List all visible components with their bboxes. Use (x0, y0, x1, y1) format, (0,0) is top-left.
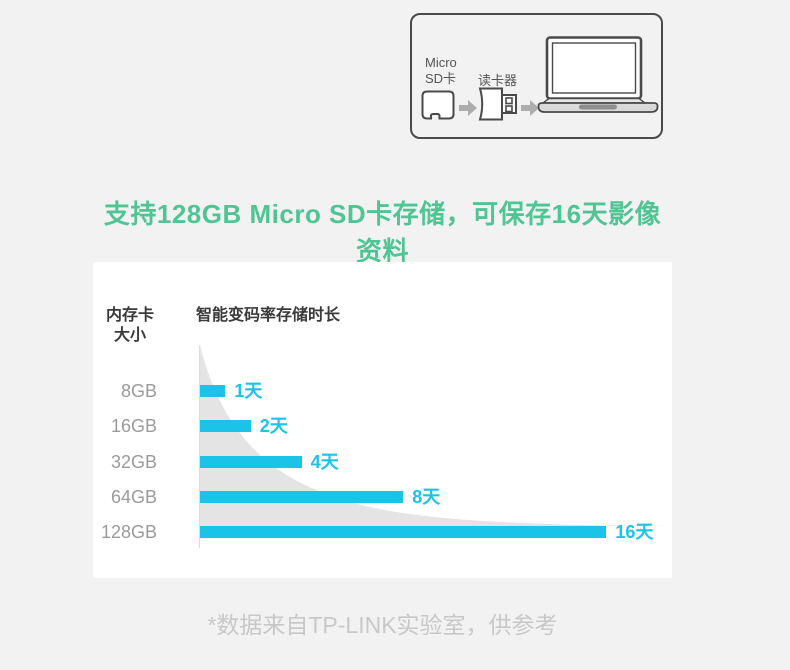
chart-row: 8GB 1天 (93, 381, 672, 401)
category-label: 32GB (110, 451, 157, 472)
footnote: *数据来自TP-LINK实验室，供参考 (207, 612, 558, 638)
value-label: 8天 (412, 486, 441, 507)
chart-row: 32GB 4天 (93, 451, 672, 472)
category-axis-title: 内存卡 大小 (105, 307, 154, 344)
card-reader-label: 读卡器 (478, 73, 518, 88)
laptop-icon (537, 36, 659, 113)
micro-sd-label: Micro SD卡 (425, 55, 457, 86)
arrow-right-icon (521, 100, 539, 116)
bar (200, 526, 607, 538)
chart-row: 16GB 2天 (93, 416, 672, 437)
value-label: 1天 (234, 381, 263, 401)
micro-sd-card-icon (421, 90, 455, 120)
category-label: 16GB (110, 416, 157, 437)
category-label: 128GB (100, 522, 157, 542)
arrow-right-icon (459, 100, 477, 116)
chart-row: 128GB 16天 (93, 522, 672, 542)
bar (200, 420, 251, 433)
value-label: 16天 (615, 522, 654, 542)
decay-curve-area (200, 345, 672, 526)
bar (200, 385, 226, 397)
vertical-axis-line (199, 346, 200, 548)
headline: 支持128GB Micro SD卡存储，可保存16天影像资料 (103, 199, 662, 266)
chart-row: 64GB 8天 (93, 486, 672, 507)
category-label: 64GB (110, 486, 157, 507)
card-reader-icon (478, 87, 517, 121)
bar (200, 455, 302, 468)
value-label: 2天 (259, 416, 288, 437)
storage-chart-panel: 内存卡 大小 智能变码率存储时长 8GB 1天 16GB 2天 32GB 4天 64GB 8天… (93, 262, 672, 578)
bar (200, 490, 404, 503)
category-label: 8GB (120, 381, 157, 401)
sd-to-laptop-illustration: Micro SD卡 读卡器 (410, 13, 663, 139)
value-label: 4天 (310, 451, 339, 472)
chart-title: 智能变码率存储时长 (196, 307, 341, 324)
